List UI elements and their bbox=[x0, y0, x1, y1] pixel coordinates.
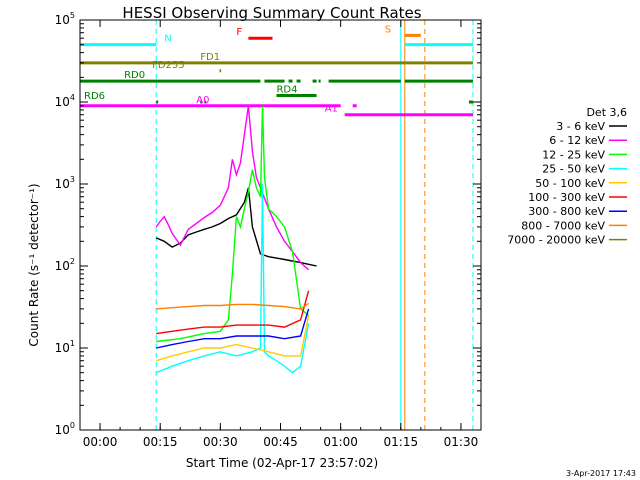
plot-area: N S F FD1 FD255 RD0 RD4 RD6 A0 A1 00:00 00:15 00:30 0… bbox=[55, 11, 482, 449]
flag-label-F: F bbox=[236, 27, 242, 38]
series-line-4 bbox=[155, 315, 310, 362]
series-line-5 bbox=[156, 290, 310, 335]
x-tick-label-0: 00:00 bbox=[83, 435, 118, 449]
series-line-7 bbox=[156, 302, 309, 310]
legend-label-1: 6 - 12 keV bbox=[549, 134, 605, 147]
y-tick-label-4: 104 bbox=[55, 93, 75, 109]
legend-label-6: 300 - 800 keV bbox=[528, 205, 605, 218]
y-tick-label-3: 103 bbox=[55, 175, 75, 191]
legend-label-4: 50 - 100 keV bbox=[535, 177, 605, 190]
flag-label-FD1: FD1 bbox=[200, 52, 220, 63]
series-line-1 bbox=[155, 105, 310, 271]
x-tick-label-4: 01:00 bbox=[323, 435, 358, 449]
legend-label-5: 100 - 300 keV bbox=[528, 191, 605, 204]
flag-label-RD6: RD6 bbox=[84, 91, 105, 102]
series-line-0 bbox=[155, 187, 317, 267]
y-tick-label-5: 105 bbox=[55, 11, 75, 27]
legend-label-0: 3 - 6 keV bbox=[556, 120, 605, 133]
y-axis-label: Count Rate (s⁻¹ detector⁻¹) bbox=[27, 183, 41, 346]
legend-label-3: 25 - 50 keV bbox=[542, 163, 605, 176]
x-tick-label-5: 01:15 bbox=[384, 435, 419, 449]
legend-title: Det 3,6 bbox=[586, 106, 627, 119]
x-axis-label: Start Time (02-Apr-17 23:57:02) bbox=[186, 456, 378, 470]
footer-timestamp: 3-Apr-2017 17:43 bbox=[566, 469, 636, 478]
y-tick-label-1: 101 bbox=[55, 339, 75, 355]
x-tick-label-2: 00:30 bbox=[203, 435, 238, 449]
flag-label-S: S bbox=[385, 24, 391, 35]
flag-label-RD0: RD0 bbox=[124, 70, 145, 81]
legend-label-8: 7000 - 20000 keV bbox=[507, 234, 605, 247]
flag-label-A0: A0 bbox=[196, 95, 209, 106]
flag-label-RD4: RD4 bbox=[276, 85, 297, 96]
series-line-6 bbox=[156, 308, 310, 349]
x-tick-label-1: 00:15 bbox=[143, 435, 178, 449]
y-tick-label-2: 102 bbox=[55, 257, 75, 273]
series-line-3 bbox=[155, 183, 310, 374]
flag-label-N: N bbox=[164, 34, 171, 45]
series-line-2 bbox=[156, 105, 310, 343]
flag-label-FD255: FD255 bbox=[152, 60, 185, 71]
legend-label-2: 12 - 25 keV bbox=[542, 148, 605, 161]
x-tick-label-3: 00:45 bbox=[263, 435, 298, 449]
legend-label-7: 800 - 7000 keV bbox=[521, 219, 605, 232]
y-tick-label-0: 100 bbox=[55, 421, 75, 437]
chart-title: HESSI Observing Summary Count Rates bbox=[122, 4, 421, 22]
flag-label-A1: A1 bbox=[325, 104, 338, 115]
x-tick-label-6: 01:30 bbox=[444, 435, 479, 449]
